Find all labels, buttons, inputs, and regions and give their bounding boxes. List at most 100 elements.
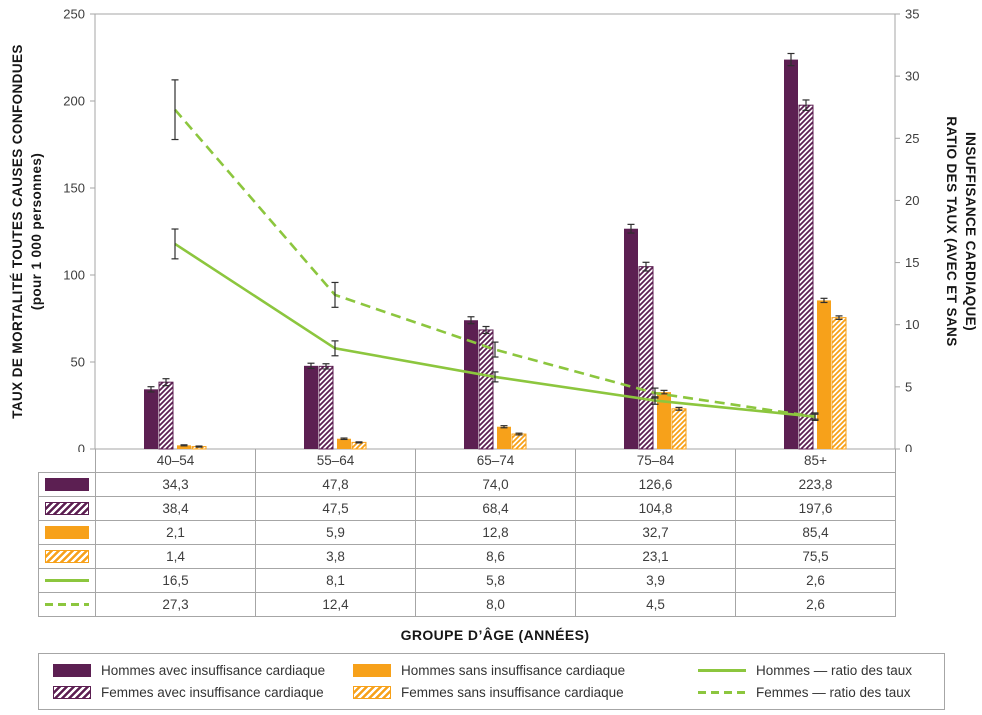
bar <box>831 317 847 450</box>
bar <box>304 365 318 449</box>
table-cell: 68,4 <box>415 495 576 521</box>
table-cell: 8,6 <box>415 543 576 569</box>
table-cell: 3,8 <box>255 543 416 569</box>
table-cell: 12,4 <box>255 591 416 617</box>
table-cell: 38,4 <box>95 495 256 521</box>
bar <box>497 426 511 449</box>
table-cell: 2,6 <box>735 567 896 593</box>
category-row: 40–54 55–64 65–74 75–84 85+ <box>39 449 896 473</box>
bar <box>177 445 191 449</box>
swatch-line-green-solid-icon <box>45 579 89 583</box>
legend-swatch-bar-purple-hatched-icon <box>53 685 91 699</box>
table-cell: 2,1 <box>95 519 256 545</box>
table-cell: 16,5 <box>95 567 256 593</box>
bar <box>657 392 671 449</box>
legend-label: Femmes avec insuffisance cardiaque <box>101 684 324 700</box>
right-tick-label: 25 <box>905 131 919 146</box>
table-cell: 47,8 <box>255 471 416 497</box>
table-cell: 2,6 <box>735 591 896 617</box>
right-axis-title: RATIO DES TAUX (AVEC ET SANS <box>944 116 959 346</box>
table-cell: 4,5 <box>575 591 736 617</box>
right-tick-label: 35 <box>905 7 919 22</box>
category-label: 65–74 <box>415 449 576 473</box>
table-cell: 32,7 <box>575 519 736 545</box>
table-cell: 104,8 <box>575 495 736 521</box>
legend-item: Hommes sans insuffisance cardiaque <box>353 663 698 678</box>
table-cell: 47,5 <box>255 495 416 521</box>
x-axis-title: GROUPE D’ÂGE (ANNÉES) <box>400 627 590 643</box>
bar <box>671 408 687 450</box>
legend-item: Hommes — ratio des taux <box>698 663 930 678</box>
bar <box>638 266 654 450</box>
table-cell: 34,3 <box>95 471 256 497</box>
legend-item: Femmes sans insuffisance cardiaque <box>353 685 698 700</box>
left-tick-label: 150 <box>63 181 85 196</box>
table-corner <box>39 449 96 472</box>
right-axis-title-sub: INSUFFISANCE CARDIAQUE) <box>963 132 978 331</box>
legend-label: Femmes sans insuffisance cardiaque <box>401 684 624 700</box>
data-table: 40–54 55–64 65–74 75–84 85+ 34,3 47,8 74… <box>38 449 896 617</box>
table-cell: 5,8 <box>415 567 576 593</box>
table-cell: 5,9 <box>255 519 416 545</box>
legend-label: Femmes — ratio des taux <box>756 684 911 700</box>
legend-swatch-bar-orange-solid-icon <box>353 664 391 678</box>
swatch-cell <box>38 471 96 497</box>
legend-swatch-line-green-dashed-icon <box>698 690 746 694</box>
swatch-cell <box>38 519 96 545</box>
swatch-cell <box>38 591 96 617</box>
right-tick-label: 20 <box>905 193 919 208</box>
category-label: 85+ <box>735 449 896 473</box>
left-tick-label: 250 <box>63 7 85 22</box>
swatch-bar-purple-solid-icon <box>45 478 89 492</box>
bar <box>624 228 638 449</box>
legend-item: Femmes — ratio des taux <box>698 685 930 700</box>
category-label: 75–84 <box>575 449 736 473</box>
bar-series-0 <box>144 59 798 449</box>
legend-swatch-line-green-solid-icon <box>698 669 746 673</box>
left-axis-title: TAUX DE MORTALITÉ TOUTES CAUSES CONFONDU… <box>10 44 25 419</box>
left-axis-title-sub: (pour 1 000 personnes) <box>29 153 44 310</box>
table-cell: 1,4 <box>95 543 256 569</box>
legend-swatch-bar-purple-solid-icon <box>53 664 91 678</box>
table-row: 2,1 5,9 12,8 32,7 85,4 <box>38 519 896 545</box>
bar <box>318 365 334 450</box>
right-tick-label: 5 <box>905 379 912 394</box>
right-tick-label: 15 <box>905 255 919 270</box>
table-row: 34,3 47,8 74,0 126,6 223,8 <box>38 471 896 497</box>
table-row: 27,3 12,4 8,0 4,5 2,6 <box>38 591 896 617</box>
bar-series-2 <box>177 300 831 449</box>
swatch-cell <box>38 495 96 521</box>
table-cell: 12,8 <box>415 519 576 545</box>
swatch-bar-orange-hatched-icon <box>45 550 89 564</box>
right-tick-label: 30 <box>905 69 919 84</box>
bar-series-3 <box>191 317 847 450</box>
table-row: 38,4 47,5 68,4 104,8 197,6 <box>38 495 896 521</box>
ratio-line-hommes <box>174 242 816 418</box>
legend-label: Hommes sans insuffisance cardiaque <box>401 663 626 679</box>
table-cell: 8,0 <box>415 591 576 617</box>
bar <box>158 381 174 450</box>
category-label: 55–64 <box>255 449 416 473</box>
legend-label: Hommes — ratio des taux <box>756 663 913 679</box>
bar <box>337 438 351 449</box>
table-cell: 126,6 <box>575 471 736 497</box>
table-cell: 74,0 <box>415 471 576 497</box>
legend-swatch-bar-orange-hatched-icon <box>353 685 391 699</box>
swatch-bar-orange-solid-icon <box>45 526 89 540</box>
bar-series-1 <box>158 104 814 450</box>
category-label: 40–54 <box>95 449 256 473</box>
legend-label: Hommes avec insuffisance cardiaque <box>101 663 326 679</box>
chart-svg: 0 50 100 150 200 250 0 5 10 15 20 25 30 35 TAUX DE MOR… <box>10 7 978 453</box>
bar <box>784 59 798 449</box>
table-row: 16,5 8,1 5,8 3,9 2,6 <box>38 567 896 593</box>
table-cell: 3,9 <box>575 567 736 593</box>
legend-item: Hommes avec insuffisance cardiaque <box>53 663 353 678</box>
table-cell: 85,4 <box>735 519 896 545</box>
right-tick-label: 10 <box>905 317 919 332</box>
table-cell: 8,1 <box>255 567 416 593</box>
bar <box>798 104 814 450</box>
bar <box>464 320 478 449</box>
ratio-line-femmes <box>174 108 816 418</box>
left-tick-label: 100 <box>63 268 85 283</box>
